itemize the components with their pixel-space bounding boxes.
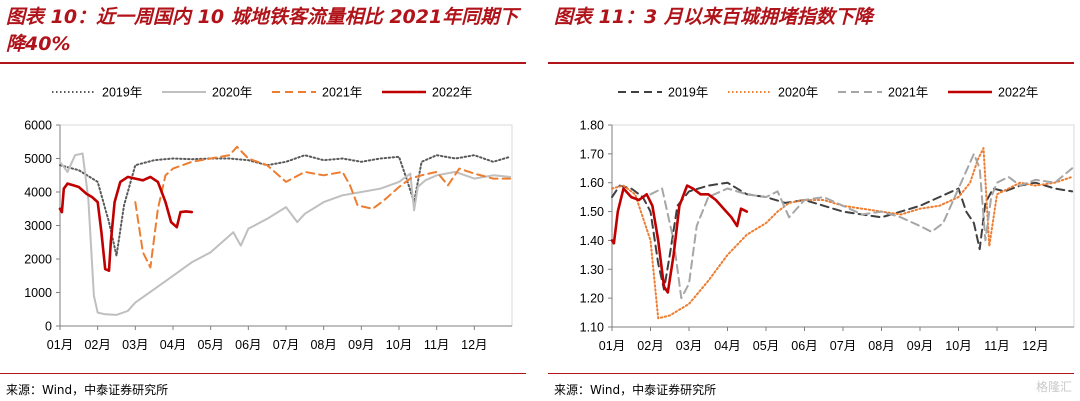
legend-label: 2022年 bbox=[432, 86, 472, 100]
series-line-2022 bbox=[58, 175, 194, 272]
legend-label: 2022年 bbox=[998, 86, 1038, 100]
x-tick-label: 03月 bbox=[122, 338, 148, 352]
x-tick-label: 04月 bbox=[160, 338, 186, 352]
y-tick-label: 1.40 bbox=[580, 234, 604, 248]
y-tick-label: 6000 bbox=[24, 119, 52, 133]
title-divider bbox=[548, 62, 1074, 64]
chart-title: 图表 11：3 月以来百城拥堵指数下降 bbox=[554, 6, 873, 28]
title-divider bbox=[0, 62, 526, 64]
congestion-index-line-chart: 1.10 1.20 1.30 1.40 1.50 1.60 1.70 1.80 01月 02月 03… bbox=[580, 86, 1075, 353]
x-tick-label: 10月 bbox=[386, 338, 412, 352]
y-tick-label: 4000 bbox=[24, 186, 52, 200]
x-tick-label: 01月 bbox=[47, 338, 73, 352]
legend-label: 2019年 bbox=[102, 86, 142, 100]
series-line-2022 bbox=[610, 184, 749, 294]
legend-label: 2020年 bbox=[778, 86, 818, 100]
chart-title: 图表 10：近一周国内 10 城地铁客流量相比 2021年同期下降40% bbox=[6, 6, 519, 55]
x-tick-label: 06月 bbox=[791, 339, 817, 353]
y-tick-label: 3000 bbox=[24, 219, 52, 233]
x-tick-label: 05月 bbox=[197, 338, 223, 352]
x-tick-label: 03月 bbox=[676, 339, 702, 353]
series-line-2021 bbox=[649, 152, 1074, 300]
source-divider bbox=[548, 373, 1074, 374]
plot-frame bbox=[59, 124, 513, 327]
y-tick-label: 1.30 bbox=[580, 263, 604, 277]
chart-panel-congestion-index: 图表 11：3 月以来百城拥堵指数下降 1.10 1.20 1.30 1.40 1.50… bbox=[548, 0, 1080, 401]
x-tick-label: 04月 bbox=[714, 339, 740, 353]
y-tick-label: 1.10 bbox=[580, 321, 604, 335]
x-tick-label: 10月 bbox=[945, 339, 971, 353]
y-tick-label: 1000 bbox=[24, 286, 52, 300]
source-divider bbox=[0, 373, 526, 374]
x-tick-label: 08月 bbox=[310, 338, 336, 352]
y-tick-label: 5000 bbox=[24, 152, 52, 166]
x-tick-label: 02月 bbox=[637, 339, 663, 353]
series-line-2021 bbox=[134, 145, 512, 269]
y-tick-label: 1.60 bbox=[580, 176, 604, 190]
series-line-2019 bbox=[611, 181, 1074, 291]
x-tick-label: 02月 bbox=[84, 338, 110, 352]
x-tick-label: 12月 bbox=[461, 338, 487, 352]
y-tick-label: 0 bbox=[45, 320, 52, 334]
chart-panel-metro-flow: 图表 10：近一周国内 10 城地铁客流量相比 2021年同期下降40% 0 10… bbox=[0, 0, 530, 401]
series-line-2019 bbox=[59, 154, 512, 257]
x-tick-label: 01月 bbox=[599, 339, 625, 353]
legend-label: 2020年 bbox=[212, 86, 252, 100]
x-tick-label: 09月 bbox=[348, 338, 374, 352]
x-tick-label: 11月 bbox=[424, 338, 449, 352]
source-note: 来源：Wind，中泰证券研究所 bbox=[6, 383, 169, 397]
y-tick-label: 2000 bbox=[24, 253, 52, 267]
series-line-2020 bbox=[59, 152, 512, 316]
x-tick-label: 11月 bbox=[984, 339, 1009, 353]
legend-label: 2021年 bbox=[888, 86, 928, 100]
x-tick-label: 05月 bbox=[753, 339, 779, 353]
legend-label: 2019年 bbox=[668, 86, 708, 100]
x-tick-label: 12月 bbox=[1022, 339, 1048, 353]
x-tick-label: 07月 bbox=[830, 339, 856, 353]
metro-flow-line-chart: 0 1000 2000 3000 4000 5000 6000 01月 02月 03月 04月 05月… bbox=[24, 86, 513, 352]
source-note: 来源：Wind，中泰证券研究所 bbox=[554, 383, 717, 397]
x-tick-label: 09月 bbox=[907, 339, 933, 353]
legend-label: 2021年 bbox=[322, 86, 362, 100]
y-tick-label: 1.70 bbox=[580, 147, 604, 161]
x-tick-label: 07月 bbox=[273, 338, 299, 352]
x-tick-label: 08月 bbox=[868, 339, 894, 353]
y-tick-label: 1.50 bbox=[580, 205, 604, 219]
y-tick-label: 1.80 bbox=[580, 119, 604, 133]
x-tick-label: 06月 bbox=[235, 338, 261, 352]
watermark-text: 格隆汇 bbox=[1035, 380, 1072, 394]
y-tick-label: 1.20 bbox=[580, 292, 604, 306]
